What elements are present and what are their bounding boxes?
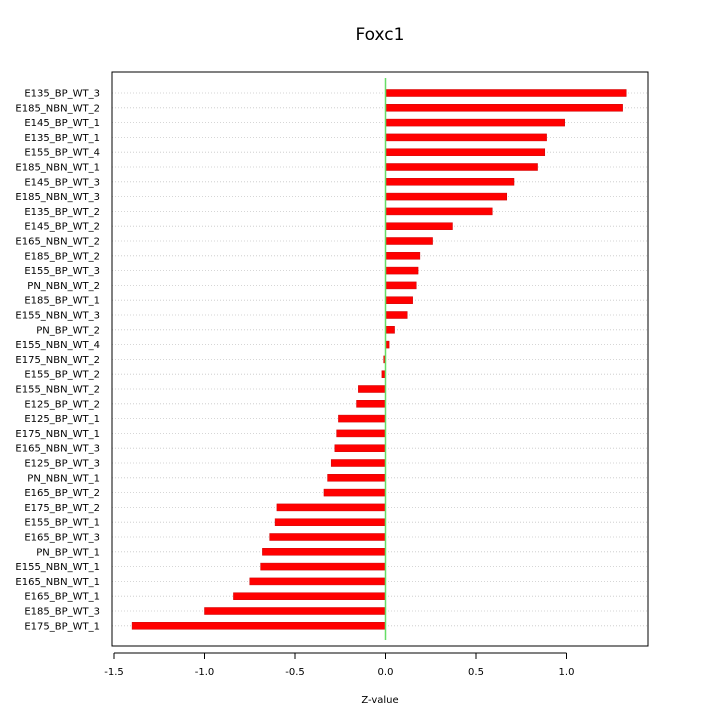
category-label: E185_BP_WT_2 bbox=[24, 251, 100, 262]
category-label: E155_NBN_WT_2 bbox=[15, 385, 100, 396]
category-label: E185_BP_WT_1 bbox=[24, 296, 100, 307]
category-label: PN_NBN_WT_2 bbox=[27, 281, 100, 292]
category-label: E155_BP_WT_2 bbox=[24, 370, 100, 381]
bar bbox=[385, 89, 627, 97]
category-label: E185_NBN_WT_1 bbox=[15, 163, 100, 174]
category-label: E175_NBN_WT_2 bbox=[15, 355, 100, 366]
bar bbox=[356, 400, 386, 408]
bar bbox=[385, 237, 433, 245]
x-axis: -1.5 -1.0 -0.5 0.0 0.5 1.0 bbox=[104, 652, 575, 678]
category-label: E175_BP_WT_1 bbox=[24, 621, 100, 632]
bar bbox=[385, 178, 515, 186]
category-label: E165_NBN_WT_3 bbox=[15, 444, 100, 455]
category-label: E135_BP_WT_2 bbox=[24, 207, 100, 218]
category-label: E165_BP_WT_2 bbox=[24, 488, 100, 499]
bar bbox=[131, 622, 386, 630]
bar bbox=[385, 148, 546, 156]
bar bbox=[385, 266, 419, 275]
category-label: E125_BP_WT_3 bbox=[24, 459, 100, 470]
x-tick-label: 0.5 bbox=[468, 667, 484, 678]
category-label: E185_NBN_WT_3 bbox=[15, 192, 100, 203]
bar bbox=[385, 118, 565, 127]
bar bbox=[385, 104, 623, 112]
x-tick-label: -0.5 bbox=[285, 667, 305, 678]
category-label: E155_NBN_WT_1 bbox=[15, 562, 100, 573]
bar bbox=[249, 577, 386, 586]
bar bbox=[358, 385, 386, 393]
bar bbox=[204, 607, 386, 615]
bar bbox=[385, 281, 417, 290]
bar bbox=[262, 548, 386, 556]
bar bbox=[260, 562, 386, 571]
category-label: E155_NBN_WT_3 bbox=[15, 311, 100, 322]
category-label: PN_BP_WT_2 bbox=[36, 325, 100, 336]
category-label: E165_BP_WT_3 bbox=[24, 533, 100, 544]
category-label: E125_BP_WT_2 bbox=[24, 399, 100, 410]
bar bbox=[385, 133, 547, 142]
category-labels: E135_BP_WT_3 E185_NBN_WT_2 E145_BP_WT_1 E13… bbox=[15, 89, 100, 633]
x-tick-label: -1.0 bbox=[195, 667, 215, 678]
bar bbox=[336, 429, 386, 438]
bar bbox=[385, 311, 408, 319]
chart-title: Foxc1 bbox=[356, 25, 405, 45]
bar bbox=[385, 163, 538, 171]
category-label: E145_BP_WT_2 bbox=[24, 222, 100, 233]
bar bbox=[385, 296, 413, 304]
category-label: E185_BP_WT_3 bbox=[24, 607, 100, 618]
bar bbox=[338, 414, 386, 423]
category-label: E155_BP_WT_4 bbox=[24, 148, 100, 159]
bar bbox=[385, 207, 493, 216]
x-tick-label: 1.0 bbox=[559, 667, 575, 678]
bar bbox=[385, 222, 453, 230]
bar bbox=[323, 488, 386, 497]
category-label: E175_BP_WT_2 bbox=[24, 503, 100, 514]
category-label: E155_BP_WT_3 bbox=[24, 266, 100, 277]
plot-frame bbox=[111, 71, 649, 647]
category-label: E175_NBN_WT_1 bbox=[15, 429, 100, 440]
category-label: E185_NBN_WT_2 bbox=[15, 103, 100, 114]
category-label: E165_NBN_WT_1 bbox=[15, 577, 100, 588]
bar bbox=[385, 252, 421, 260]
x-tick-label: 0.0 bbox=[378, 667, 394, 678]
category-label: PN_NBN_WT_1 bbox=[27, 473, 100, 484]
bar bbox=[334, 444, 386, 452]
category-label: E145_BP_WT_3 bbox=[24, 177, 100, 188]
category-label: E155_NBN_WT_4 bbox=[15, 340, 100, 351]
category-label: E135_BP_WT_1 bbox=[24, 133, 100, 144]
bar bbox=[330, 459, 386, 467]
category-label: E145_BP_WT_1 bbox=[24, 118, 100, 129]
category-label: E125_BP_WT_1 bbox=[24, 414, 100, 425]
bar bbox=[385, 326, 395, 334]
category-label: PN_BP_WT_1 bbox=[36, 547, 100, 558]
bar bbox=[327, 474, 386, 482]
category-label: E135_BP_WT_3 bbox=[24, 89, 100, 100]
x-tick-label: -1.5 bbox=[104, 667, 124, 678]
bar bbox=[269, 533, 386, 541]
category-label: E155_BP_WT_1 bbox=[24, 518, 100, 529]
bar bbox=[276, 503, 386, 512]
grid-lines bbox=[112, 92, 648, 627]
x-axis-label: Z-value bbox=[361, 695, 398, 706]
category-label: E165_NBN_WT_2 bbox=[15, 237, 100, 248]
bar bbox=[233, 592, 386, 600]
bar bbox=[274, 518, 386, 526]
bar bbox=[385, 192, 508, 201]
category-label: E165_BP_WT_1 bbox=[24, 592, 100, 603]
